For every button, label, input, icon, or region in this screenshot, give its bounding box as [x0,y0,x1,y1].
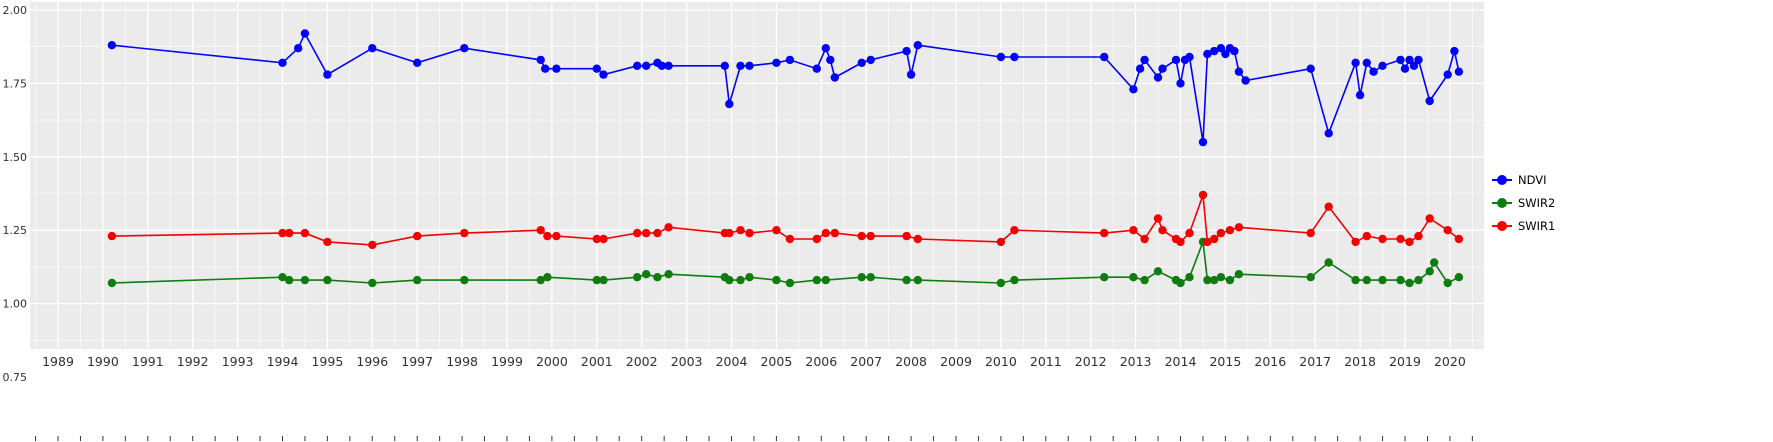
svg-text:1992: 1992 [177,354,209,369]
svg-text:2017: 2017 [1299,354,1331,369]
svg-text:2010: 2010 [985,354,1017,369]
svg-text:2000: 2000 [536,354,568,369]
svg-text:0.75: 0.75 [3,371,28,384]
svg-text:1.00: 1.00 [3,298,28,311]
svg-text:2005: 2005 [760,354,792,369]
svg-text:2018: 2018 [1344,354,1376,369]
svg-text:1995: 1995 [311,354,343,369]
svg-text:2014: 2014 [1165,354,1197,369]
svg-text:2.00: 2.00 [3,4,28,17]
svg-text:2012: 2012 [1075,354,1107,369]
svg-text:2019: 2019 [1389,354,1421,369]
legend-item-swir1: SWIR1 [1492,217,1555,234]
svg-text:2001: 2001 [581,354,613,369]
svg-text:1999: 1999 [491,354,523,369]
svg-text:1.25: 1.25 [3,224,28,237]
svg-text:2006: 2006 [805,354,837,369]
svg-text:1.50: 1.50 [3,151,28,164]
svg-text:1.75: 1.75 [3,77,28,90]
svg-text:2002: 2002 [626,354,658,369]
svg-text:1993: 1993 [222,354,254,369]
legend: NDVI SWIR2 SWIR1 [1492,171,1555,234]
svg-text:2013: 2013 [1120,354,1152,369]
svg-text:2003: 2003 [671,354,703,369]
svg-text:1994: 1994 [267,354,299,369]
svg-text:2020: 2020 [1434,354,1466,369]
svg-text:2011: 2011 [1030,354,1062,369]
legend-item-swir2: SWIR2 [1492,194,1555,211]
legend-label-swir1: SWIR1 [1518,218,1556,233]
svg-text:2008: 2008 [895,354,927,369]
ndvi-key-icon [1492,173,1512,187]
svg-text:1991: 1991 [132,354,164,369]
svg-text:2004: 2004 [716,354,748,369]
swir2-key-icon [1492,196,1512,210]
svg-text:1998: 1998 [446,354,478,369]
legend-label-ndvi: NDVI [1518,172,1547,187]
svg-text:1990: 1990 [87,354,119,369]
svg-text:2007: 2007 [850,354,882,369]
svg-text:1997: 1997 [401,354,433,369]
swir1-key-icon [1492,219,1512,233]
svg-text:2015: 2015 [1209,354,1241,369]
legend-label-swir2: SWIR2 [1518,195,1556,210]
svg-text:1989: 1989 [42,354,74,369]
svg-text:2009: 2009 [940,354,972,369]
legend-item-ndvi: NDVI [1492,171,1555,188]
svg-text:2016: 2016 [1254,354,1286,369]
svg-text:1996: 1996 [356,354,388,369]
